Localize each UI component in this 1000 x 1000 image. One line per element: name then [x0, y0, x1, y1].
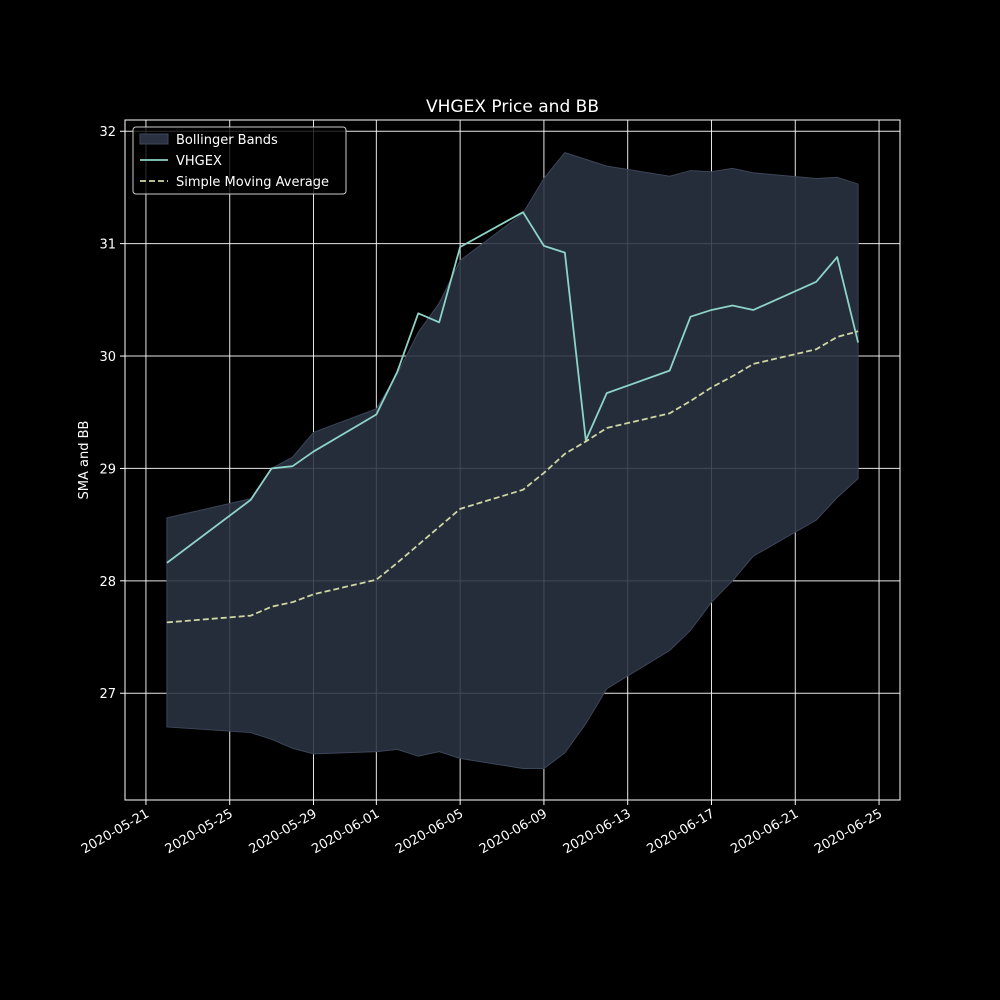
y-axis-label: SMA and BB [77, 421, 92, 500]
y-tick-label: 32 [99, 125, 116, 140]
bollinger-band-area [166, 152, 859, 770]
y-tick-label: 29 [99, 462, 116, 477]
legend-label: Simple Moving Average [176, 175, 329, 190]
y-tick-label: 28 [99, 575, 116, 590]
simple-moving-average-line [166, 330, 859, 624]
legend-swatch-bollinger-bands [139, 133, 169, 145]
legend: Bollinger Bands VHGEX Simple Moving Averag… [132, 126, 347, 195]
legend-label: Bollinger Bands [176, 133, 278, 148]
axes-frame [124, 119, 901, 801]
y-tick-label: 30 [99, 350, 116, 365]
legend-label: VHGEX [176, 154, 222, 169]
bollinger-bands-layer [166, 152, 859, 770]
y-tick-label: 31 [99, 238, 116, 253]
vhgex-line [166, 211, 859, 564]
series-layer [166, 211, 859, 624]
legend-box [132, 126, 347, 195]
y-tick-label: 27 [99, 687, 116, 702]
chart-title: VHGEX Price and BB [426, 97, 599, 117]
